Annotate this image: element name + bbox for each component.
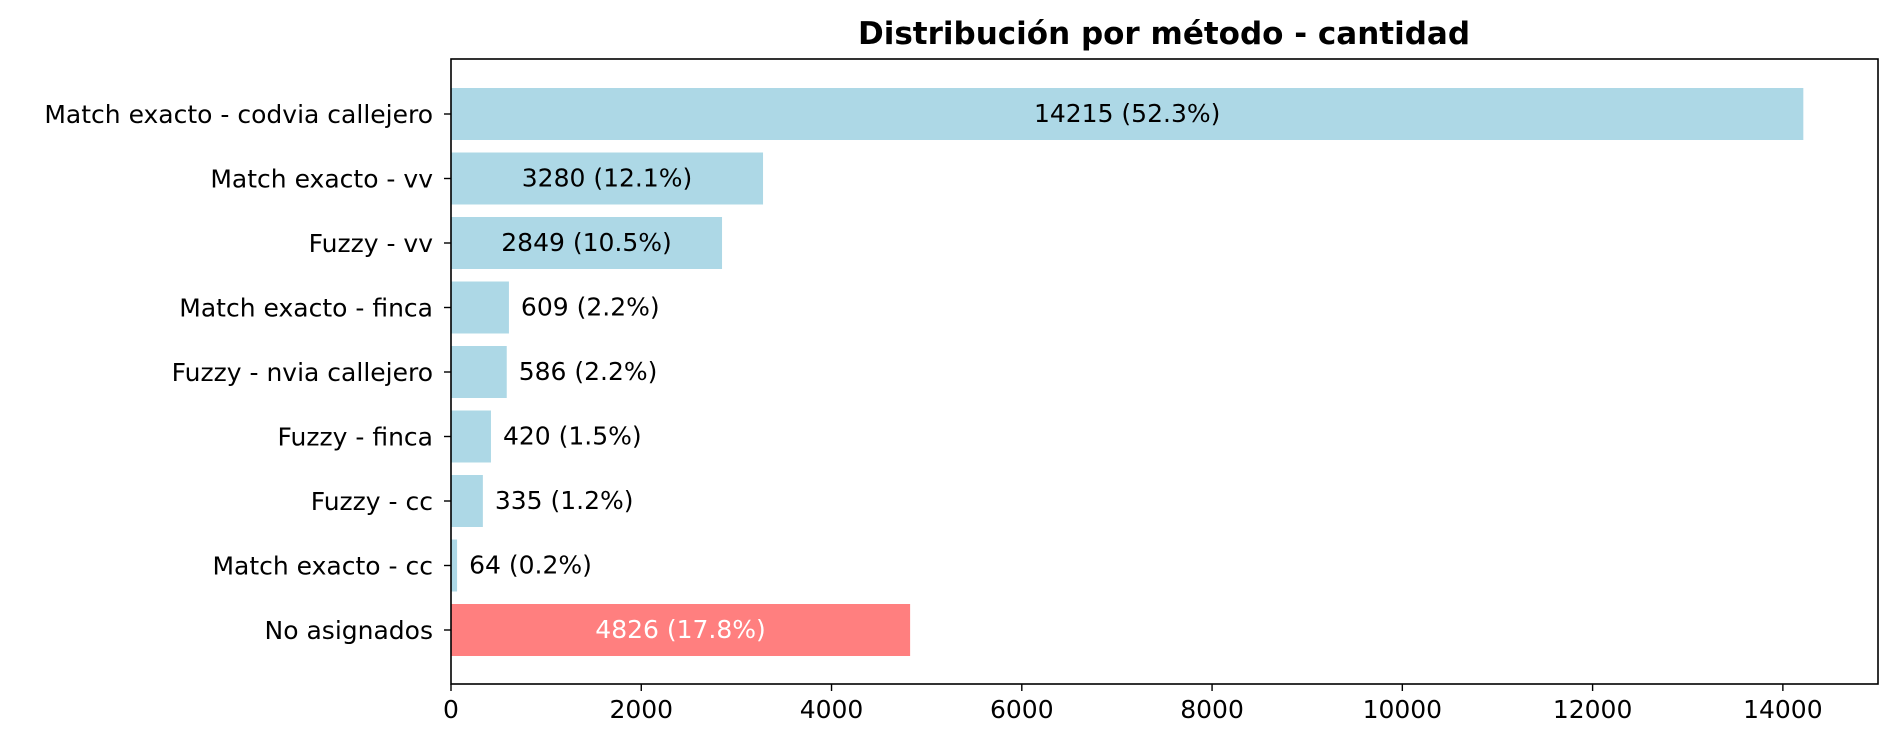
bar-3 — [451, 281, 509, 334]
data-label: 4826 (17.8%) — [595, 615, 766, 644]
category-label: Fuzzy - cc — [311, 487, 433, 516]
data-label: 3280 (12.1%) — [522, 164, 693, 193]
category-label: Match exacto - vv — [210, 165, 433, 194]
bar-7 — [451, 539, 458, 592]
bar-8 — [451, 604, 911, 656]
category-label: Match exacto - codvia callejero — [44, 100, 433, 129]
data-label: 2849 (10.5%) — [501, 228, 672, 257]
x-tick-label: 14000 — [1743, 695, 1823, 724]
data-label: 420 (1.5%) — [503, 422, 642, 451]
bar-4 — [451, 346, 507, 398]
plot-area-frame — [450, 58, 1879, 685]
data-label: 64 (0.2%) — [469, 551, 592, 580]
data-labels-layer: 14215 (52.3%) 3280 (12.1%) 2849 (10.5%) 609… — [469, 99, 1220, 644]
data-label: 14215 (52.3%) — [1034, 99, 1220, 128]
category-label: Fuzzy - nvia callejero — [172, 358, 433, 387]
x-tick-label: 4000 — [800, 695, 864, 724]
x-tick-label: 2000 — [609, 695, 673, 724]
category-label: Fuzzy - finca — [278, 423, 433, 452]
category-labels-layer: Match exacto - codvia callejero Match exa… — [44, 100, 451, 645]
bars-layer — [451, 88, 1804, 656]
x-tick-label: 8000 — [1180, 695, 1244, 724]
bar-2 — [451, 217, 723, 269]
bar-1 — [451, 152, 764, 205]
data-label: 609 (2.2%) — [521, 293, 660, 322]
chart-title: Distribución por método - cantidad — [858, 16, 1470, 52]
category-label: Match exacto - cc — [212, 552, 433, 581]
x-tick-label: 10000 — [1363, 695, 1443, 724]
category-label: Match exacto - finca — [179, 294, 433, 323]
category-label: Fuzzy - vv — [309, 229, 434, 258]
bar-5 — [451, 410, 491, 463]
data-label: 586 (2.2%) — [519, 357, 658, 386]
x-tick-label: 12000 — [1553, 695, 1633, 724]
bar-0 — [451, 88, 1804, 140]
x-axis-ticks-layer: 0 2000 4000 6000 8000 10000 12000 14000 — [443, 684, 1823, 724]
x-tick-label: 6000 — [990, 695, 1054, 724]
data-label: 335 (1.2%) — [495, 486, 634, 515]
x-tick-label: 0 — [443, 695, 459, 724]
category-label: No asignados — [265, 616, 433, 645]
bar-6 — [451, 475, 483, 527]
